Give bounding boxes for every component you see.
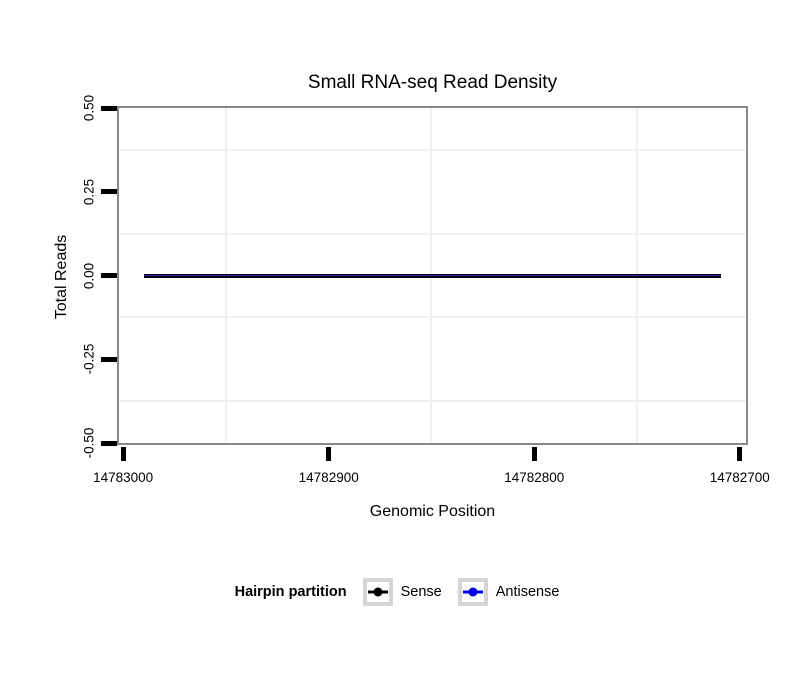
x-axis-title: Genomic Position	[369, 503, 496, 520]
legend-entry: Antisense	[457, 578, 576, 606]
legend-key-dot	[373, 587, 383, 597]
minor-gridline-horizontal	[119, 316, 746, 319]
y-axis-title: Total Reads	[53, 234, 70, 320]
y-tick-label: 0.25	[81, 178, 97, 205]
legend-title: Hairpin partition	[234, 584, 347, 600]
x-tick-mark	[531, 447, 537, 461]
x-tick-label: 14782900	[298, 470, 359, 485]
x-tick-label: 14783000	[93, 470, 154, 485]
legend: Hairpin partition Sense Antisense	[0, 577, 810, 607]
legend-key-antisense	[457, 578, 488, 606]
chart-title: Small RNA-seq Read Density	[307, 72, 558, 93]
y-tick-mark	[101, 356, 117, 362]
minor-gridline-horizontal	[119, 400, 746, 403]
x-tick-mark	[326, 447, 332, 461]
x-tick-label: 14782800	[504, 470, 565, 485]
legend-key-sense	[362, 578, 393, 606]
y-tick-mark	[101, 105, 117, 111]
data-line-antisense	[143, 274, 722, 277]
legend-label: Antisense	[495, 584, 560, 600]
y-tick-label: 0.00	[81, 262, 97, 289]
y-tick-mark	[101, 273, 117, 278]
plot-panel	[117, 106, 748, 445]
minor-gridline-horizontal	[119, 232, 746, 235]
y-tick-label: 0.50	[81, 94, 97, 122]
minor-gridline-horizontal	[119, 148, 746, 151]
y-tick-mark	[101, 440, 117, 446]
y-tick-label: -0.25	[81, 343, 97, 375]
y-tick-label: -0.50	[81, 427, 97, 459]
legend-key-dot	[468, 587, 478, 597]
data-line-sense	[143, 273, 722, 278]
legend-entry: Sense	[362, 578, 458, 606]
x-tick-label: 14782700	[709, 470, 770, 485]
x-tick-mark	[737, 447, 743, 461]
y-tick-mark	[101, 189, 117, 195]
x-tick-mark	[120, 447, 126, 461]
legend-entries: Sense Antisense	[362, 578, 576, 606]
legend-label: Sense	[400, 584, 442, 600]
